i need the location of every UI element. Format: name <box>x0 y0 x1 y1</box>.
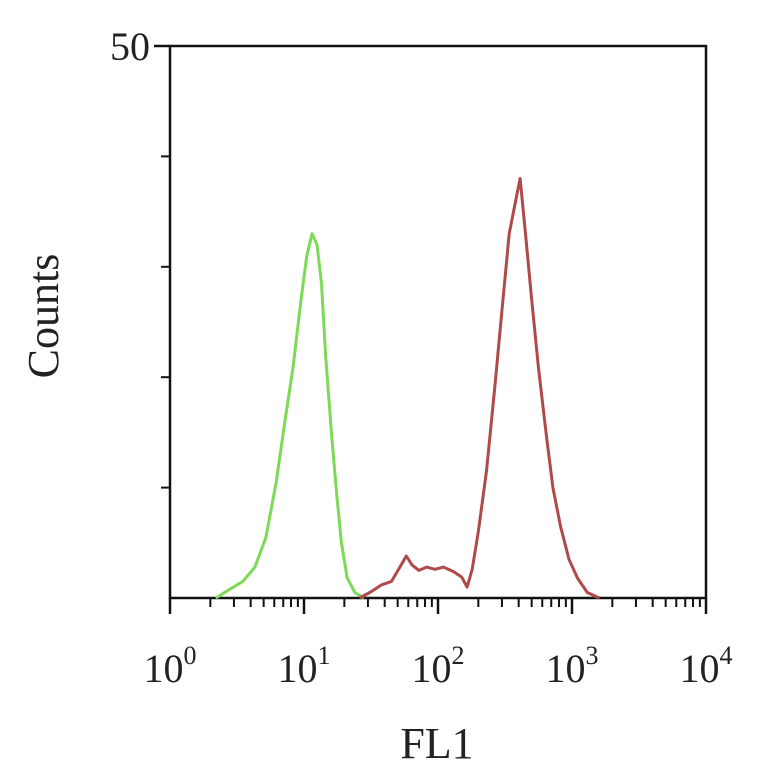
x-tick-label: 104 <box>680 641 733 691</box>
series-layer <box>215 177 601 600</box>
x-axis-title: FL1 <box>400 719 473 764</box>
series-line-2 <box>358 177 601 600</box>
plot-area <box>168 44 708 600</box>
series-line-1 <box>215 232 365 600</box>
x-tick-label: 101 <box>278 641 331 691</box>
y-axis-title: Counts <box>19 254 68 379</box>
x-tick-label: 102 <box>412 641 465 691</box>
x-tick-label: 103 <box>546 641 599 691</box>
x-tick-label: 100 <box>144 641 197 691</box>
y-tick-label: 50 <box>110 24 150 69</box>
axes-layer: 100 101 102 103 104 50 <box>110 24 733 691</box>
plot-frame <box>168 44 708 600</box>
